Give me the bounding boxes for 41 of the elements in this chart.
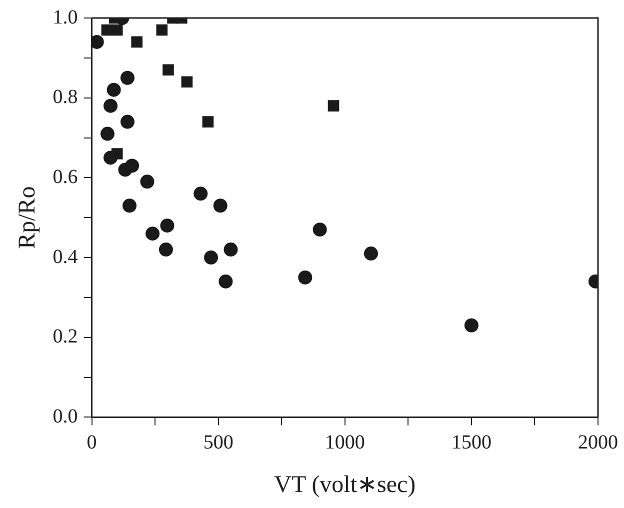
point [146,226,160,241]
point [131,36,143,48]
point [160,218,174,233]
y-tick-label: 1.0 [52,6,78,28]
point [312,222,327,237]
point [156,24,168,36]
y-tick-label: 0.8 [52,86,78,108]
point [224,242,238,257]
point [120,114,134,129]
point [158,242,173,257]
x-tick-label: 2000 [578,431,618,454]
point [204,250,218,265]
x-tick-label: 1000 [324,431,365,454]
point [181,76,193,88]
point [202,116,214,128]
y-axis-title: Rp/Ro [14,186,41,249]
x-tick-label: 500 [203,431,234,454]
point [125,158,140,173]
point [213,198,228,213]
point [104,150,118,165]
y-tick-label: 0.2 [52,326,78,348]
point [140,174,154,189]
point [122,198,137,213]
point [162,64,174,76]
point [120,70,134,85]
x-axis-title: VT (volt∗sec) [274,472,416,498]
point [364,246,378,261]
point [100,126,114,141]
x-tick-label: 0 [86,431,97,454]
y-tick-label: 0.6 [52,166,78,188]
x-tick-label: 1500 [451,431,492,454]
point [194,186,208,201]
point [106,82,121,97]
y-tick-label: 0.0 [52,405,78,428]
point [464,318,478,332]
point [111,24,123,36]
y-tick-label: 0.4 [52,246,78,268]
point [298,270,312,284]
point [328,100,340,112]
point [218,274,233,288]
point [104,98,118,113]
